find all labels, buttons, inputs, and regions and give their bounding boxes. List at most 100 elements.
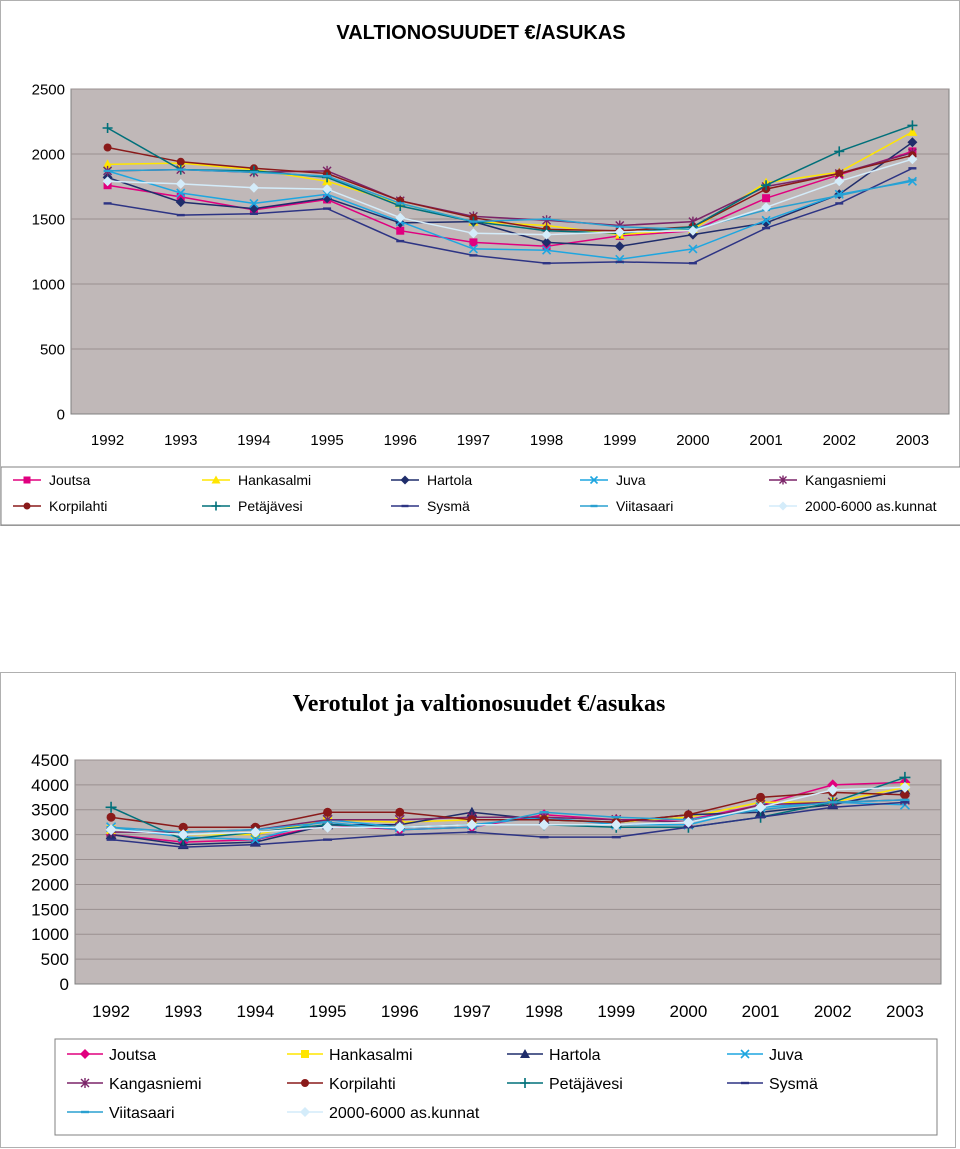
chart-1-panel: VALTIONOSUUDET €/ASUKAS 0 500 1000 1500 2000… [0,0,960,526]
legend-label: Hartola [549,1047,601,1064]
data-point [827,784,839,796]
legend-marker [401,504,409,508]
data-point [539,835,549,839]
legend-label: Korpilahti [49,498,107,514]
data-point [682,816,694,828]
series-line-petajavesi [107,124,913,235]
x-tick-label: 1997 [453,1002,491,1021]
data-point [687,225,698,236]
data-point [755,801,767,813]
data-point [762,194,771,203]
legend-label: Sysmä [427,498,470,514]
series-2000-6000-as-kunnat [102,154,918,240]
data-point [610,819,622,831]
x-tick-label: 1999 [603,432,636,449]
y-tick-label: 3000 [31,826,69,845]
legend-marker [740,1049,750,1059]
data-point [761,180,772,191]
data-point [396,226,405,235]
y-tick-label: 2500 [31,851,69,870]
data-point [756,816,766,819]
data-point [106,838,116,841]
legend-marker [589,475,599,485]
x-tick-label: 1996 [384,432,417,449]
data-point [761,215,771,225]
series-line-hartola [107,141,913,248]
legend-item-korpilahti: Korpilahti [287,1076,396,1093]
legend-marker [520,1078,530,1088]
data-point [541,237,552,248]
data-point [615,225,624,228]
data-point [176,192,185,201]
legend-item-viitasaari: Viitasaari [580,498,673,514]
data-point [907,126,918,136]
legend-marker [80,1049,90,1059]
data-point [538,819,550,831]
legend-item-korpilahti: Korpilahti [13,498,107,514]
legend-marker [81,1110,89,1114]
legend-label: Juva [769,1047,803,1064]
data-point [395,833,405,836]
legend-marker [23,476,31,484]
x-tick-label: 2002 [814,1002,852,1021]
data-point [835,202,844,205]
x-tick-label: 2001 [749,432,782,449]
data-point [683,810,693,820]
y-tick-label: 1500 [31,900,69,919]
data-point [249,826,261,838]
legend-label: Hartola [427,472,472,488]
legend-marker [590,504,598,508]
data-point [614,227,625,237]
data-point [466,819,478,831]
x-tick-label: 2003 [896,432,929,449]
x-tick-label: 2000 [670,1002,708,1021]
legend-marker [400,475,410,485]
legend-label: Joutsa [109,1047,156,1064]
data-point [542,217,551,221]
data-point [908,167,917,170]
data-point [541,229,552,240]
data-point [542,262,551,265]
data-point [176,168,185,171]
legend-item-2000-6000-as-kunnat: 2000-6000 as.kunnat [287,1105,480,1122]
legend-label: Petäjävesi [238,498,303,514]
x-tick-label: 2002 [823,432,856,449]
legend-item-kangasniemi: Kangasniemi [67,1076,202,1093]
data-point [103,202,112,205]
data-point [395,807,405,817]
series-line-viitasaari [111,799,905,833]
legend-item-2000-6000-as-kunnat: 2000-6000 as.kunnat [769,498,937,514]
legend-label: 2000-6000 as.kunnat [805,498,937,514]
series-line-viitasaari [107,168,913,231]
x-tick-label: 1992 [92,1002,130,1021]
data-point [834,189,844,199]
legend-item-juva: Juva [727,1047,803,1064]
data-point [178,822,188,832]
y-tick-label: 500 [40,341,65,358]
legend-item-sysma: Sysmä [727,1076,818,1093]
data-point [542,245,552,255]
series-2000-6000-as-kunnat [105,781,911,841]
y-tick-label: 3500 [31,801,69,820]
legend-label: Hankasalmi [329,1047,413,1064]
legend-marker [741,1081,749,1085]
series-line-juva [110,801,905,841]
data-point [761,217,772,228]
legend-label: Viitasaari [616,498,673,514]
legend-item-petajavesi: Petäjävesi [202,498,303,514]
data-point [899,771,911,783]
legend-label: Korpilahti [329,1076,396,1093]
data-point [688,262,697,265]
data-point [249,212,258,215]
data-point [178,845,188,849]
data-point [105,801,117,813]
legend-label: Kangasniemi [805,472,886,488]
legend-item-kangasniemi: Kangasniemi [769,472,886,488]
data-point [834,146,845,157]
data-point [103,169,112,173]
series-line-juva [107,170,913,261]
legend-item-hankasalmi: Hankasalmi [202,472,311,488]
y-tick-label: 0 [57,406,65,423]
series-line-korpilahti [107,146,913,232]
data-point [105,824,117,836]
